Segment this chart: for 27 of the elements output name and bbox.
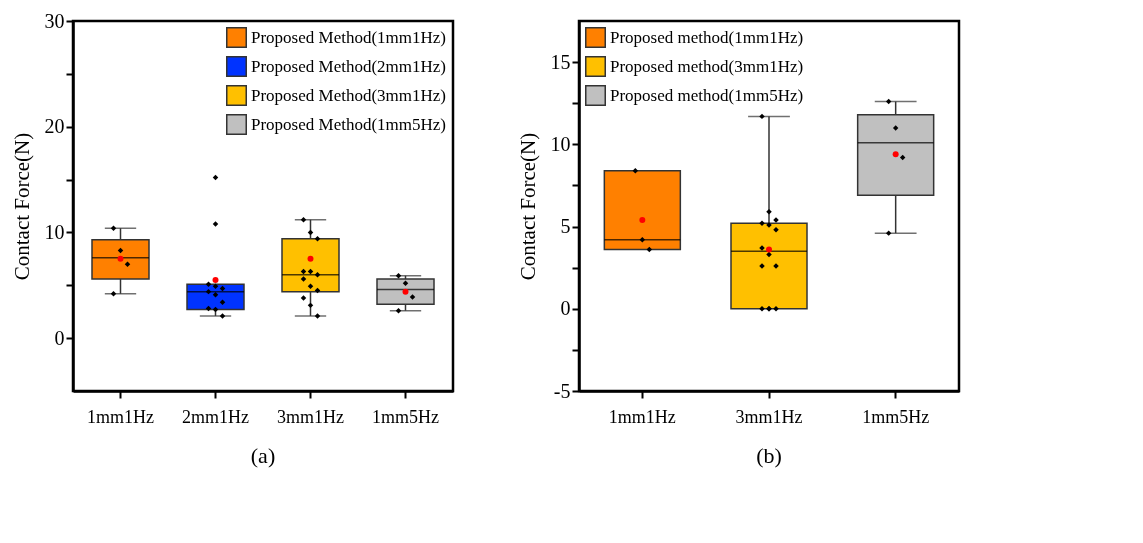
x-tick-label: 1mm1Hz bbox=[87, 406, 154, 427]
legend-label: Proposed Method(2mm1Hz) bbox=[251, 56, 447, 76]
y-axis-title: Contact Force(N) bbox=[515, 132, 540, 281]
x-tick-label: 3mm1Hz bbox=[735, 406, 803, 427]
legend-label: Proposed method(3mm1Hz) bbox=[610, 56, 804, 76]
text: (a) bbox=[250, 443, 276, 468]
legend-label: Proposed method(1mm1Hz) bbox=[610, 27, 804, 47]
legend-label: Proposed Method(1mm5Hz) bbox=[251, 114, 447, 134]
legend-label: Proposed Method(3mm1Hz) bbox=[251, 85, 447, 105]
x-tick-label: 2mm1Hz bbox=[182, 406, 249, 427]
y-tick-label: 0 bbox=[54, 326, 65, 349]
y-tick-label: -5 bbox=[553, 379, 571, 402]
y-tick-label: 5 bbox=[560, 215, 571, 238]
y-tick-label: 10 bbox=[44, 220, 65, 243]
y-tick-label: 20 bbox=[44, 115, 65, 138]
y-tick-label: 15 bbox=[550, 50, 571, 73]
text: (b) bbox=[756, 443, 782, 468]
y-axis-title: Contact Force(N) bbox=[9, 132, 34, 281]
y-tick-label: 30 bbox=[44, 9, 65, 32]
x-tick-label: 1mm1Hz bbox=[608, 406, 676, 427]
x-tick-label: 3mm1Hz bbox=[277, 406, 344, 427]
y-tick-label: 0 bbox=[560, 297, 571, 320]
y-tick-label: 10 bbox=[550, 132, 571, 155]
legend-label: Proposed method(1mm5Hz) bbox=[610, 85, 804, 105]
x-tick-label: 1mm5Hz bbox=[862, 406, 930, 427]
legend-label: Proposed Method(1mm1Hz) bbox=[251, 27, 447, 47]
x-tick-label: 1mm5Hz bbox=[372, 406, 439, 427]
